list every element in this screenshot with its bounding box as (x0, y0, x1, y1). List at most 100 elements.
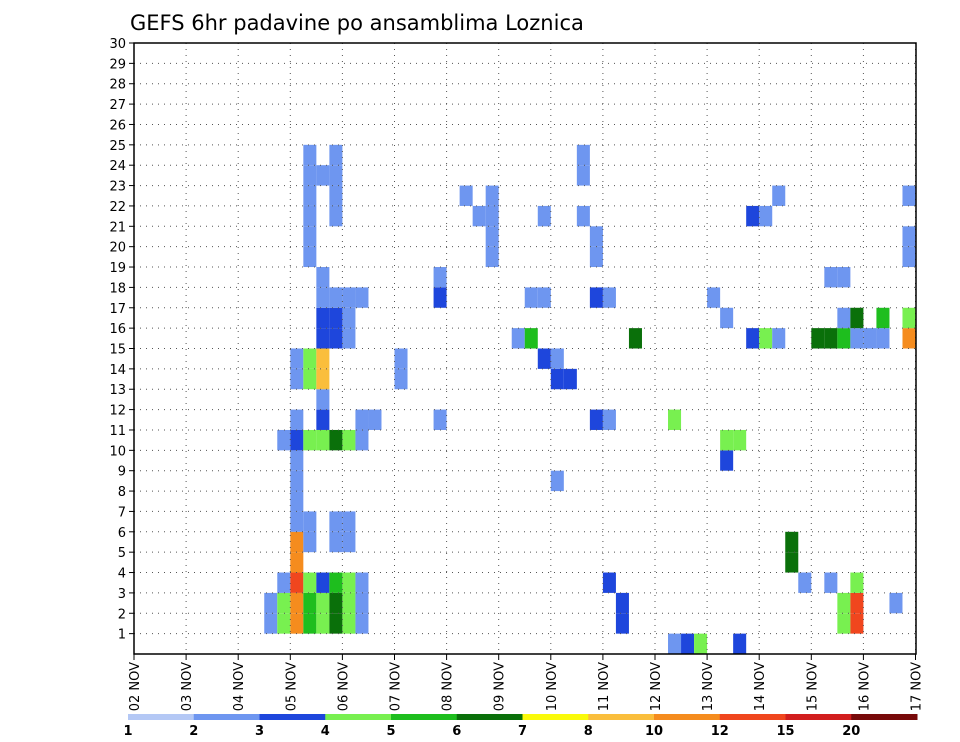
precip-cell (303, 348, 317, 369)
y-tick-label: 13 (109, 383, 126, 398)
precip-cell (342, 613, 356, 634)
precip-cell (316, 328, 330, 349)
precip-cell (707, 287, 721, 308)
precip-cell (290, 572, 304, 593)
precip-cell (316, 348, 330, 369)
x-tick-label: 09 NOV (493, 662, 508, 711)
x-tick-label: 17 NOV (910, 662, 925, 711)
y-tick-label: 29 (109, 57, 126, 72)
precip-cell (290, 491, 304, 512)
precip-cell (824, 267, 838, 288)
precip-cell (472, 205, 486, 227)
y-tick-label: 9 (118, 465, 126, 480)
precip-cell (316, 287, 330, 308)
precip-cell (290, 592, 304, 614)
precip-cell (303, 613, 317, 634)
precip-cell (290, 409, 304, 430)
precip-cell (329, 205, 343, 227)
precip-cell (355, 592, 369, 614)
precip-cell (837, 328, 851, 349)
precip-cell (277, 572, 291, 593)
precip-cell (329, 511, 343, 532)
x-tick-label: 04 NOV (232, 662, 247, 711)
colorbar-label: 1 (123, 724, 132, 739)
x-tick-label: 05 NOV (284, 662, 299, 711)
precip-cell (511, 328, 525, 349)
precip-cell (290, 470, 304, 492)
precip-cell (329, 429, 343, 451)
precip-cell (316, 267, 330, 288)
precip-cell (316, 389, 330, 410)
x-tick-label: 12 NOV (649, 662, 664, 711)
precip-cell (746, 205, 760, 227)
precip-cell (759, 205, 773, 227)
precip-cell (850, 307, 864, 329)
precip-cell (668, 409, 682, 430)
colorbar-swatch (785, 714, 852, 720)
precip-cell (342, 307, 356, 329)
y-tick-label: 21 (109, 220, 126, 235)
precip-cell (863, 328, 877, 349)
precip-cell (602, 572, 616, 593)
precip-cell (329, 185, 343, 206)
precip-cell (433, 409, 447, 430)
precip-cell (355, 429, 369, 451)
precip-cell (746, 328, 760, 349)
precip-cell (850, 592, 864, 614)
precip-cell (576, 165, 590, 186)
precip-cell (550, 368, 564, 390)
colorbar-swatch (719, 714, 786, 720)
y-tick-label: 7 (118, 505, 126, 520)
y-tick-label: 19 (109, 261, 126, 276)
precip-cell (902, 246, 916, 268)
grid-lines (134, 43, 916, 654)
colorbar-swatch (456, 714, 523, 720)
precip-cell (837, 592, 851, 614)
precip-cell (615, 592, 629, 614)
colorbar-swatch (128, 714, 195, 720)
precip-cell (303, 572, 317, 593)
precip-cell (329, 307, 343, 329)
precip-cell (342, 531, 356, 553)
precip-cell (876, 328, 890, 349)
precip-cell (342, 328, 356, 349)
precip-cell (850, 613, 864, 634)
precip-cell (342, 592, 356, 614)
y-tick-label: 12 (109, 404, 126, 419)
colorbar-swatch (259, 714, 326, 720)
precip-cell (329, 613, 343, 634)
precip-cell (329, 531, 343, 553)
x-tick-label: 14 NOV (753, 662, 768, 711)
precip-cell (902, 328, 916, 349)
precip-cell (290, 368, 304, 390)
precip-cell (316, 368, 330, 390)
precip-cell (277, 592, 291, 614)
precip-cell (355, 409, 369, 430)
y-tick-label: 11 (109, 424, 126, 439)
precip-cell (329, 328, 343, 349)
precip-cell (394, 368, 408, 390)
precip-cell (668, 633, 682, 654)
y-tick-label: 25 (109, 139, 126, 154)
precip-cell (394, 348, 408, 369)
precip-cell (824, 572, 838, 593)
precip-cell (720, 429, 734, 451)
precip-cell (694, 633, 708, 654)
precip-cell (902, 307, 916, 329)
precip-cell (316, 592, 330, 614)
precip-cell (290, 511, 304, 532)
x-tick-label: 16 NOV (857, 662, 872, 711)
precip-cell (303, 226, 317, 247)
precip-cell (303, 246, 317, 268)
precip-cell (433, 267, 447, 288)
precip-cell (303, 144, 317, 166)
precip-cell (303, 531, 317, 553)
precip-cell (329, 144, 343, 166)
precip-cell (433, 287, 447, 308)
y-tick-label: 15 (109, 343, 126, 358)
y-tick-label: 1 (118, 628, 126, 643)
precip-cell (550, 470, 564, 492)
y-tick-label: 20 (109, 241, 126, 256)
precip-cell (303, 429, 317, 451)
colorbar-label: 7 (518, 724, 527, 739)
